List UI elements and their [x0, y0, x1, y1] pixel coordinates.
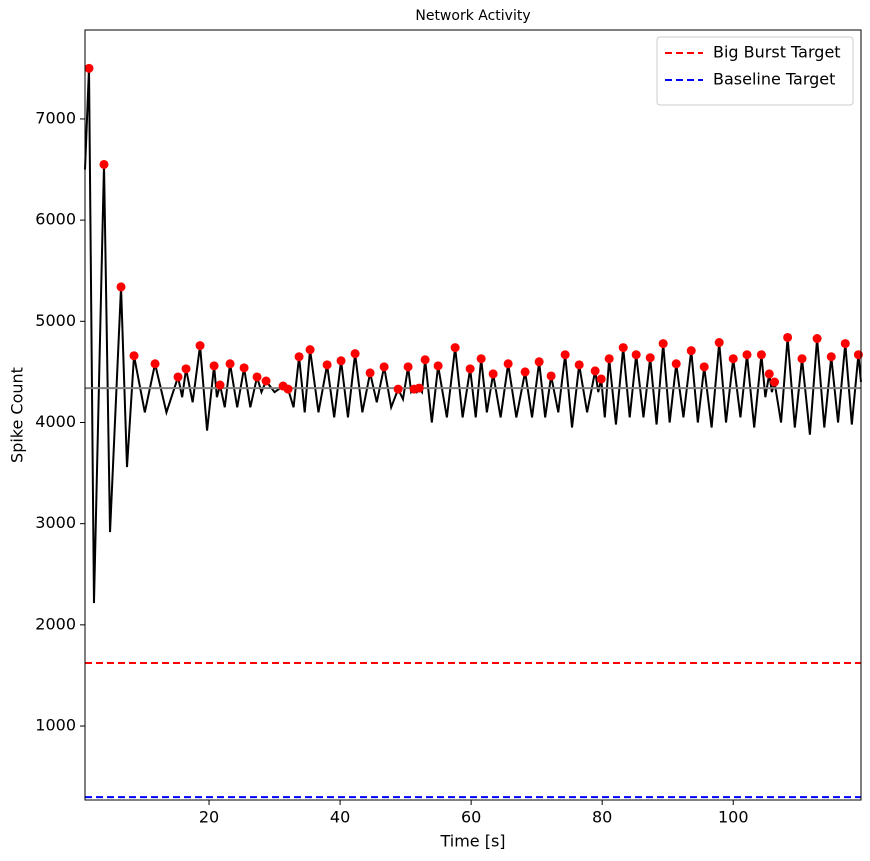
legend-box	[656, 36, 854, 106]
peak-marker	[728, 354, 738, 364]
peak-marker	[671, 359, 681, 369]
peak-marker	[322, 360, 332, 370]
peak-marker	[239, 363, 249, 373]
peak-marker	[414, 383, 424, 393]
peak-marker	[840, 339, 850, 349]
peak-marker	[658, 339, 668, 349]
peak-marker	[181, 364, 191, 374]
peak-marker	[393, 384, 403, 394]
x-tick-label: 60	[461, 808, 481, 827]
peak-marker	[826, 352, 836, 362]
peak-marker	[465, 364, 475, 374]
peak-marker	[336, 356, 346, 366]
peak-marker	[420, 355, 430, 365]
peak-marker	[590, 366, 600, 376]
peak-marker	[215, 380, 225, 390]
legend-label: Baseline Target	[713, 70, 835, 89]
legend-label: Big Burst Target	[713, 43, 841, 62]
peak-marker	[225, 359, 235, 369]
peak-marker	[546, 371, 556, 381]
chart-title: Network Activity	[415, 8, 530, 24]
peak-marker	[294, 352, 304, 362]
peak-marker	[129, 351, 139, 361]
peak-marker	[252, 372, 262, 382]
peak-marker	[812, 334, 822, 344]
peak-marker	[534, 357, 544, 367]
peak-marker	[770, 377, 780, 387]
peak-marker	[645, 353, 655, 363]
peak-marker	[173, 372, 183, 382]
peak-marker	[209, 361, 219, 371]
peak-marker	[764, 369, 774, 379]
peak-marker	[574, 360, 584, 370]
peak-marker	[450, 343, 460, 353]
y-tick-label: 2000	[35, 614, 76, 633]
peak-marker	[350, 349, 360, 359]
peak-marker	[797, 354, 807, 364]
y-axis-label: Spike Count	[8, 367, 27, 463]
peak-marker	[365, 368, 375, 378]
peak-marker	[618, 343, 628, 353]
peak-marker	[195, 341, 205, 351]
y-tick-label: 5000	[35, 311, 76, 330]
peak-marker	[150, 359, 160, 369]
peak-marker	[116, 282, 126, 292]
peak-marker	[503, 359, 513, 369]
peak-marker	[283, 384, 293, 394]
x-tick-label: 20	[199, 808, 219, 827]
peak-marker	[699, 362, 709, 372]
peak-marker	[714, 338, 724, 348]
peak-marker	[783, 332, 793, 342]
peak-marker	[488, 369, 498, 379]
peak-marker	[686, 346, 696, 356]
x-tick-label: 100	[718, 808, 749, 827]
peak-marker	[84, 63, 94, 73]
peak-marker	[742, 350, 752, 360]
y-tick-label: 7000	[35, 108, 76, 127]
peak-marker	[99, 159, 109, 169]
data-line	[84, 68, 862, 604]
y-tick-label: 6000	[35, 210, 76, 229]
peak-marker	[433, 361, 443, 371]
x-tick-label: 40	[330, 808, 350, 827]
peak-marker	[631, 350, 641, 360]
peak-marker	[520, 367, 530, 377]
peak-marker	[305, 345, 315, 355]
peak-marker	[403, 362, 413, 372]
peak-marker	[476, 354, 486, 364]
peak-marker	[560, 350, 570, 360]
plot-frame	[84, 29, 862, 801]
y-tick-label: 1000	[35, 716, 76, 735]
peak-marker	[756, 350, 766, 360]
peak-marker	[596, 374, 606, 384]
x-tick-label: 80	[592, 808, 612, 827]
peak-marker	[853, 350, 863, 360]
peak-marker	[261, 376, 271, 386]
peak-marker	[379, 362, 389, 372]
peak-marker	[604, 354, 614, 364]
x-axis-label: Time [s]	[439, 832, 505, 851]
y-tick-label: 4000	[35, 412, 76, 431]
y-tick-label: 3000	[35, 513, 76, 532]
